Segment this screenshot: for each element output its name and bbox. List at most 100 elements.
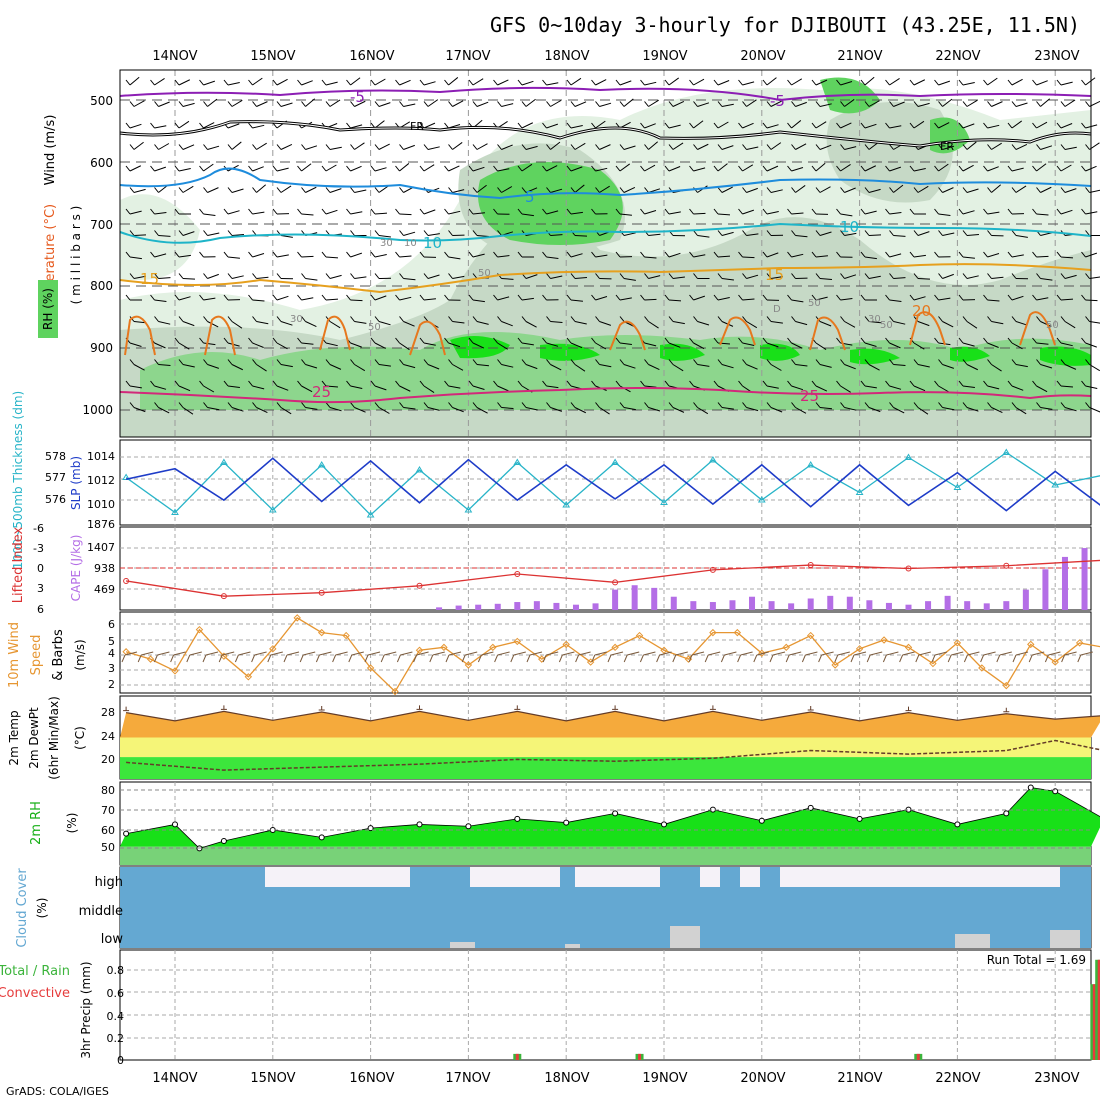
wind-barb xyxy=(472,253,485,258)
wind-barb-flag xyxy=(815,144,821,150)
wind-barb-flag xyxy=(958,294,964,301)
wind-barb-flag xyxy=(248,165,253,172)
cape-panel: -6 -3 0 3 6 1407 938 469 Lifted Index CA… xyxy=(11,522,1100,616)
wind-barb-flag xyxy=(570,101,576,107)
wind-barb-flag xyxy=(1007,79,1013,86)
wind-barb xyxy=(203,122,215,129)
contour-label: 15 xyxy=(140,270,159,288)
wind-barb xyxy=(227,385,240,388)
surface-barb xyxy=(772,651,786,656)
surface-barb-flag xyxy=(558,654,563,663)
wind-barb-flag xyxy=(913,273,919,279)
temperature-contours xyxy=(119,86,1092,404)
thickness-point xyxy=(268,506,277,513)
wind-barb xyxy=(525,98,536,107)
wind-barb xyxy=(203,163,214,172)
wind-barb xyxy=(1040,364,1053,369)
wind-barb-flag xyxy=(223,208,229,215)
wind-barb-flag xyxy=(615,251,621,258)
wind-barb-flag xyxy=(542,294,547,301)
wind-barb-flag xyxy=(325,144,331,150)
wind-barb xyxy=(280,407,292,415)
wind-barb xyxy=(497,342,508,350)
rh-point xyxy=(220,838,227,845)
wind-barb xyxy=(378,235,391,238)
wind-barb-flag xyxy=(938,144,943,150)
wind-barb-flag xyxy=(346,122,351,129)
wind-barb xyxy=(276,342,288,350)
wind-barb-flag xyxy=(350,316,355,322)
wind-barb xyxy=(570,253,583,258)
wind-barb xyxy=(203,213,216,216)
wind-barb xyxy=(844,99,855,107)
wind-barb-flag xyxy=(321,208,327,215)
wind-barb-flag xyxy=(962,187,968,193)
cape-bar xyxy=(670,596,677,610)
li-tick: -3 xyxy=(33,542,44,555)
wind-barb-flag xyxy=(889,144,894,150)
wind-barb-flag xyxy=(374,101,380,107)
wind-barb-flag xyxy=(272,337,278,344)
wind-barb-flag xyxy=(766,230,772,236)
wind-barb xyxy=(329,188,342,193)
surface-barb xyxy=(481,651,494,656)
wind-barb xyxy=(182,144,195,150)
wind-barb-flag xyxy=(836,79,841,86)
wind-barb xyxy=(766,342,779,348)
surface-barb xyxy=(578,651,591,656)
wind-barb xyxy=(546,82,559,86)
wind-barb xyxy=(1040,145,1053,150)
surface-barb xyxy=(594,651,607,656)
wind-barb-flag xyxy=(419,337,425,344)
wind-barb-flag xyxy=(150,380,155,387)
rh-point xyxy=(514,815,521,822)
cape-bar xyxy=(768,601,775,610)
surface-barb-flag xyxy=(850,654,855,663)
wind-barb xyxy=(819,144,832,150)
wind-barb xyxy=(354,407,366,413)
wind-barb-flag xyxy=(791,316,796,322)
surface-barb xyxy=(756,651,769,656)
wind-barb xyxy=(570,166,583,172)
wind-barb-flag xyxy=(889,402,894,408)
wind-barb xyxy=(203,385,215,393)
wind-barb-flag xyxy=(619,144,625,150)
wind-barb-flag xyxy=(272,251,278,258)
upper-grid xyxy=(120,70,1091,437)
wind-barb xyxy=(623,186,636,193)
contour-15 xyxy=(119,263,1092,294)
wind-barb xyxy=(1036,342,1049,345)
wind-barb-flag xyxy=(472,144,478,150)
wind-barb xyxy=(623,98,634,107)
wind-barb xyxy=(766,211,779,215)
thickness-point xyxy=(611,458,619,465)
wind-barb xyxy=(325,385,338,388)
wind-barb-flag xyxy=(154,273,159,279)
cape-bar xyxy=(905,604,912,610)
wind-barb-flag xyxy=(370,165,376,172)
wind-barb-flag xyxy=(717,359,723,365)
cape-bar xyxy=(846,596,853,610)
wind-barb-flag xyxy=(664,122,670,129)
surface-barb-flag xyxy=(234,654,239,663)
wind-barb-flag xyxy=(958,251,964,258)
wind-barb-flag xyxy=(1085,187,1090,193)
wind-barb-flag xyxy=(199,122,204,129)
wind-barb-flag xyxy=(395,208,400,215)
precip-tick: 0 xyxy=(117,1054,124,1067)
top-date-label: 15NOV xyxy=(250,49,295,64)
wind-barb xyxy=(374,342,386,349)
cape-bar xyxy=(1061,556,1068,610)
wind-speed-point xyxy=(269,645,277,653)
wind-barb xyxy=(987,299,1000,302)
wind-barb-flag xyxy=(958,79,964,86)
wind-barb-flag xyxy=(1007,208,1013,215)
wind-barb-flag xyxy=(644,402,649,408)
wind-barb-flag xyxy=(664,380,670,387)
low-cloud-bar xyxy=(565,944,580,948)
surface-barb-flag xyxy=(299,654,304,663)
cape-bar xyxy=(788,603,795,610)
wind-barb-flag xyxy=(321,251,327,258)
wind-barb xyxy=(966,407,979,412)
cape-bar xyxy=(592,603,599,610)
